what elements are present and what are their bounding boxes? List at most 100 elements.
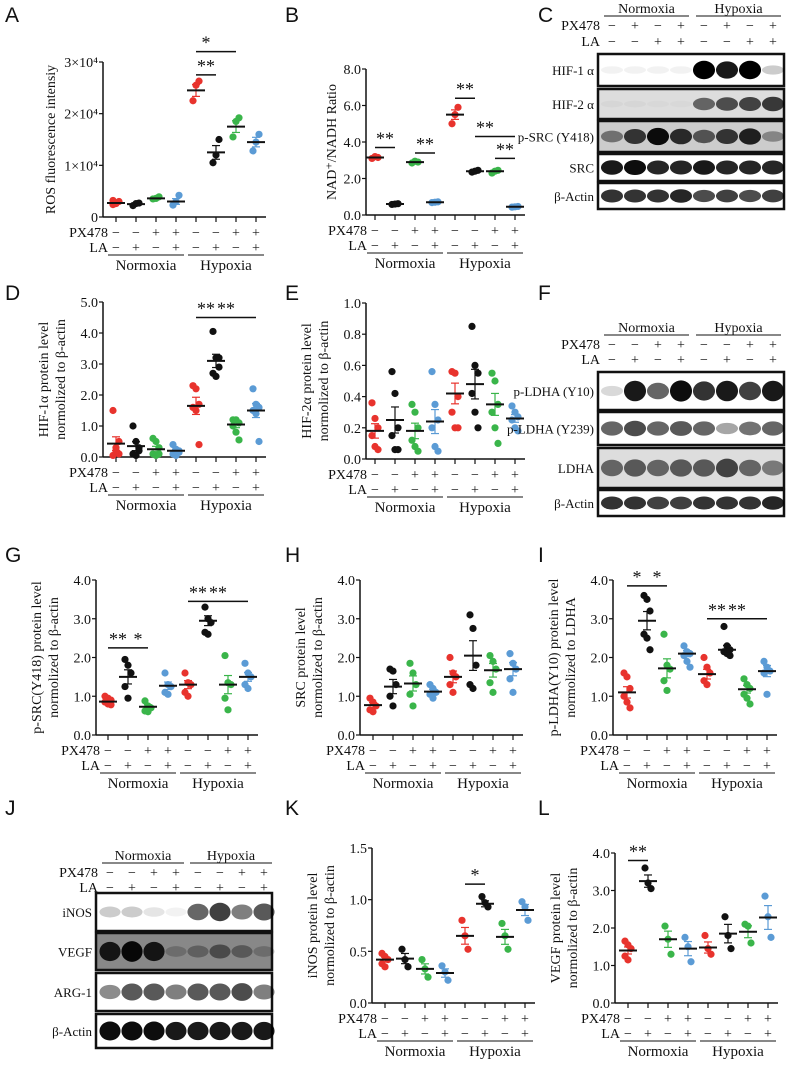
hypoxia-label: Hypoxia [459, 256, 511, 272]
data-point [389, 667, 397, 675]
y-axis-label: p-SRC(Y418) protein level [30, 581, 45, 734]
la-sign: − [451, 483, 459, 498]
normoxia-label: Normoxia [115, 849, 173, 864]
chart-E: 0.0 0.2 0.4 0.6 0.8 1.0 HIF-2α protein level no… [300, 297, 525, 516]
protein-band [623, 459, 647, 477]
px478-sign: + [252, 226, 260, 241]
y-tick-label: 4.0 [338, 574, 356, 589]
protein-band [209, 983, 231, 1001]
protein-band [623, 66, 647, 74]
protein-band [669, 66, 693, 74]
y-tick-label: 5.0 [81, 296, 99, 311]
blot-row-label: SRC [569, 161, 594, 176]
la-sign: + [252, 241, 260, 256]
px478-sign: + [664, 1012, 672, 1027]
data-point [374, 446, 382, 454]
px478-row-label: PX478 [328, 468, 367, 483]
blot-row-label: p-SRC (Y418) [518, 130, 594, 145]
y-tick-label: 2.0 [74, 652, 92, 667]
data-point [746, 700, 754, 708]
data-point [431, 400, 439, 408]
protein-band [187, 945, 209, 958]
y-axis-label: HIF-2α protein level [300, 323, 315, 439]
data-point [494, 439, 502, 447]
px478-sign: − [608, 19, 616, 34]
px478-sign: + [431, 468, 439, 483]
data-point [740, 675, 748, 683]
data-point [686, 663, 694, 671]
y-tick-label: 2.0 [344, 173, 362, 188]
data-point [687, 958, 695, 966]
px478-sign: + [421, 1012, 429, 1027]
px478-sign: + [511, 224, 519, 239]
px478-sign: − [746, 19, 754, 34]
data-point [184, 692, 192, 700]
y-tick-label: 2.0 [338, 652, 356, 667]
data-point [428, 368, 436, 376]
px478-sign: + [232, 226, 240, 241]
px478-sign: − [608, 338, 616, 353]
chart-I: 0.0 1.0 2.0 3.0 4.0 p-LDHA(Y10) protein level… [547, 567, 777, 792]
protein-band [187, 903, 209, 921]
data-point [201, 603, 209, 611]
data-point [181, 669, 189, 677]
data-point [224, 706, 232, 714]
data-point [221, 651, 229, 660]
px478-sign: − [104, 744, 112, 759]
la-sign: − [744, 1027, 752, 1042]
significance-marker: ** [109, 629, 127, 649]
data-point [212, 372, 220, 380]
y-axis-label: normolized to β-actin [47, 597, 62, 718]
px478-sign: + [769, 19, 777, 34]
significance-marker: ** [189, 582, 207, 602]
protein-band [761, 189, 785, 203]
data-point [215, 354, 223, 362]
px478-sign: + [663, 744, 671, 759]
la-sign: − [491, 483, 499, 498]
data-point [424, 973, 432, 981]
la-sign: − [371, 239, 379, 254]
data-point [508, 402, 516, 410]
protein-band [715, 496, 739, 510]
data-point [623, 673, 631, 681]
data-point [763, 690, 771, 698]
data-point [195, 441, 203, 449]
significance-marker: ** [476, 118, 494, 138]
y-tick-label: 0.0 [74, 729, 92, 744]
la-sign: − [654, 353, 662, 368]
data-point [152, 437, 160, 446]
la-sign: − [150, 881, 158, 896]
protein-band [669, 160, 693, 175]
px478-sign: + [164, 744, 172, 759]
la-sign: − [192, 481, 200, 496]
protein-band [99, 906, 121, 918]
data-point [478, 892, 486, 901]
protein-band [761, 65, 785, 75]
protein-band [646, 189, 670, 203]
protein-band [165, 1021, 187, 1041]
significance-marker: ** [197, 56, 215, 76]
y-tick-label: 3.0 [338, 613, 356, 628]
data-point [469, 684, 477, 693]
data-point [524, 916, 532, 924]
protein-band [600, 385, 624, 397]
px478-sign: − [371, 224, 379, 239]
data-point [486, 679, 494, 687]
protein-band [738, 96, 762, 112]
px478-sign: − [391, 224, 399, 239]
normoxia-label: Normoxia [375, 500, 436, 516]
px478-sign: + [654, 338, 662, 353]
px478-row-label: PX478 [69, 466, 108, 481]
y-tick-label: 2.0 [81, 389, 99, 404]
data-point [127, 669, 135, 677]
px478-sign: + [441, 1012, 449, 1027]
normoxia-label: Normoxia [627, 776, 688, 792]
la-sign: + [683, 759, 691, 774]
px478-sign: − [703, 744, 711, 759]
px478-sign: − [212, 466, 220, 481]
data-point [514, 427, 522, 435]
protein-band [121, 941, 143, 962]
chart-D: 0.0 1.0 2.0 3.0 4.0 5.0 HIF-1α protein level no… [37, 296, 266, 514]
la-sign: − [703, 759, 711, 774]
la-sign: − [723, 35, 731, 50]
